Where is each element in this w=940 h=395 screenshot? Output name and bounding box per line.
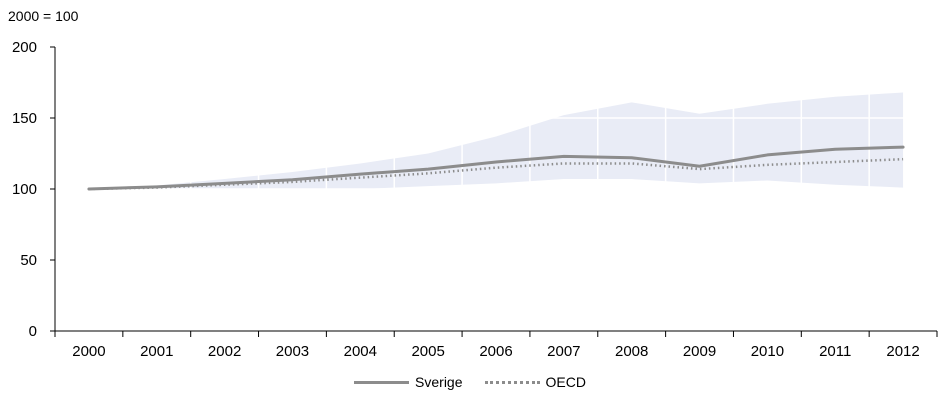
x-tick-label: 2001 xyxy=(140,343,173,360)
y-tick-label: 50 xyxy=(20,252,37,269)
legend-label-sverige: Sverige xyxy=(415,374,463,390)
x-tick-label: 2000 xyxy=(72,343,105,360)
legend: Sverige OECD xyxy=(0,374,940,390)
x-tick-label: 2006 xyxy=(479,343,512,360)
y-tick-label: 100 xyxy=(12,181,37,198)
x-tick-label: 2010 xyxy=(751,343,784,360)
legend-swatch-dotted xyxy=(484,380,540,384)
x-tick-label: 2004 xyxy=(344,343,377,360)
x-tick-label: 2009 xyxy=(683,343,716,360)
x-tick-label: 2011 xyxy=(819,343,851,360)
x-tick-label: 2002 xyxy=(208,343,241,360)
legend-label-oecd: OECD xyxy=(545,374,586,390)
x-tick-label: 2003 xyxy=(276,343,309,360)
legend-item-oecd: OECD xyxy=(484,374,586,390)
line-chart: 0 50 100 150 200 2000 2001 2002 2003 2004 2005 2006… xyxy=(12,39,938,360)
y-unit-label: 2000 = 100 xyxy=(8,8,79,24)
x-tick-label: 2005 xyxy=(411,343,444,360)
legend-swatch-solid xyxy=(354,380,410,384)
x-tick-label: 2007 xyxy=(547,343,580,360)
y-tick-label: 150 xyxy=(12,110,37,127)
y-tick-label: 200 xyxy=(12,39,37,56)
x-tick-label: 2008 xyxy=(615,343,648,360)
x-tick-label: 2012 xyxy=(886,343,919,360)
legend-item-sverige: Sverige xyxy=(354,374,463,390)
y-tick-label: 0 xyxy=(29,323,37,340)
